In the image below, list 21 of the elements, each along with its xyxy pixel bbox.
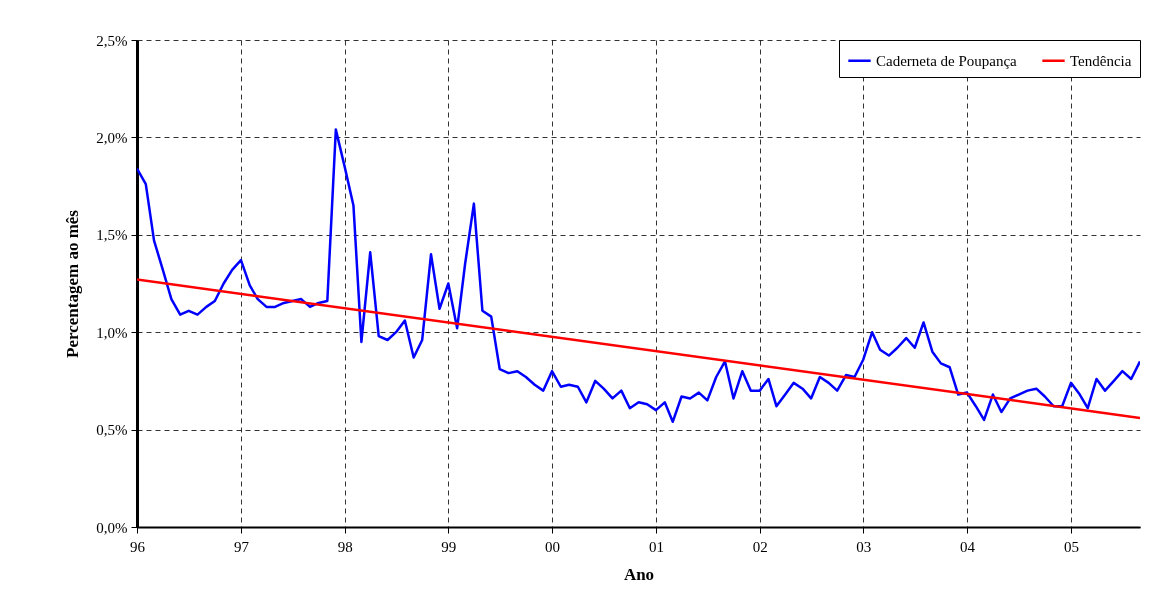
x-tick-label: 03 <box>856 538 872 555</box>
y-tick-label: 1,5% <box>96 227 128 244</box>
y-axis-title: Percentagem ao mês <box>63 209 83 358</box>
x-tick-label: 96 <box>130 538 146 555</box>
x-tick-label: 97 <box>233 538 250 555</box>
y-tick-label: 2,5% <box>96 32 128 49</box>
x-tick-label: 05 <box>1063 538 1079 555</box>
x-axis-title: Ano <box>623 564 655 584</box>
y-tick-label: 0,0% <box>96 519 128 536</box>
x-tick-label: 02 <box>752 538 768 555</box>
y-tick-label: 1,0% <box>96 324 128 341</box>
x-tick-label: 04 <box>960 538 976 555</box>
line-series <box>137 128 1140 424</box>
legend-label: Caderneta de Poupança <box>876 52 1018 69</box>
x-tick-label: 01 <box>648 538 664 555</box>
x-tick-label: 99 <box>441 538 457 555</box>
y-tick-label: 2,0% <box>96 129 128 146</box>
x-tick-label: 98 <box>337 538 353 555</box>
x-tick-label: 00 <box>545 538 561 555</box>
y-tick-label: 0,5% <box>96 422 128 439</box>
legend-label: Tendência <box>1070 52 1132 69</box>
